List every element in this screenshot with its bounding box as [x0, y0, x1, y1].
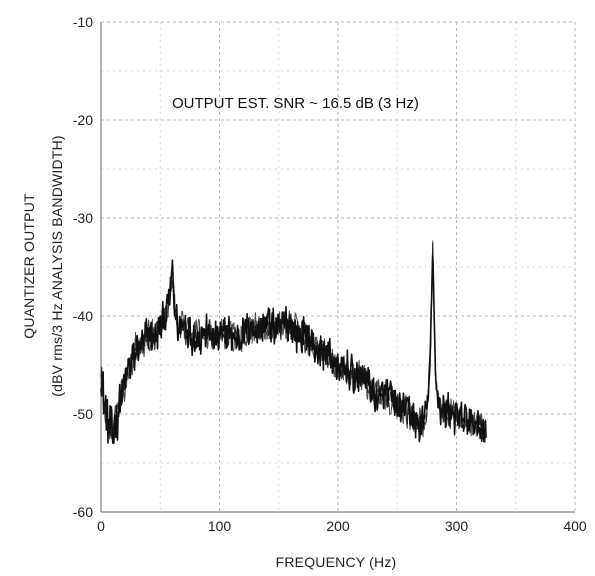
axis-layer [100, 22, 575, 513]
series-layer [100, 240, 487, 445]
label-layer: 0 100 200 300 400 -10 -20 -30 -40 -50 -60 [73, 14, 587, 534]
x-tick-label: 300 [445, 518, 469, 534]
spectrum-noise-overlay [100, 243, 487, 440]
y-tick-label: -10 [73, 14, 93, 30]
snr-annotation: OUTPUT EST. SNR ~ 16.5 dB (3 Hz) [172, 95, 419, 112]
x-tick-label: 0 [97, 518, 105, 534]
x-tick-label: 400 [563, 518, 587, 534]
y-tick-label: -30 [73, 210, 93, 226]
y-tick-label: -40 [73, 308, 93, 324]
x-tick-label: 200 [326, 518, 350, 534]
y-axis-label-line2: (dBV rms/3 Hz ANALYSIS BANDWIDTH) [49, 135, 65, 397]
y-tick-label: -50 [73, 406, 93, 422]
y-tick-label: -60 [73, 504, 93, 520]
y-axis-label-line1: QUANTIZER OUTPUT [21, 193, 37, 339]
y-tick-label: -20 [73, 112, 93, 128]
x-axis-label: FREQUENCY (Hz) [276, 554, 397, 570]
x-tick-label: 100 [208, 518, 232, 534]
